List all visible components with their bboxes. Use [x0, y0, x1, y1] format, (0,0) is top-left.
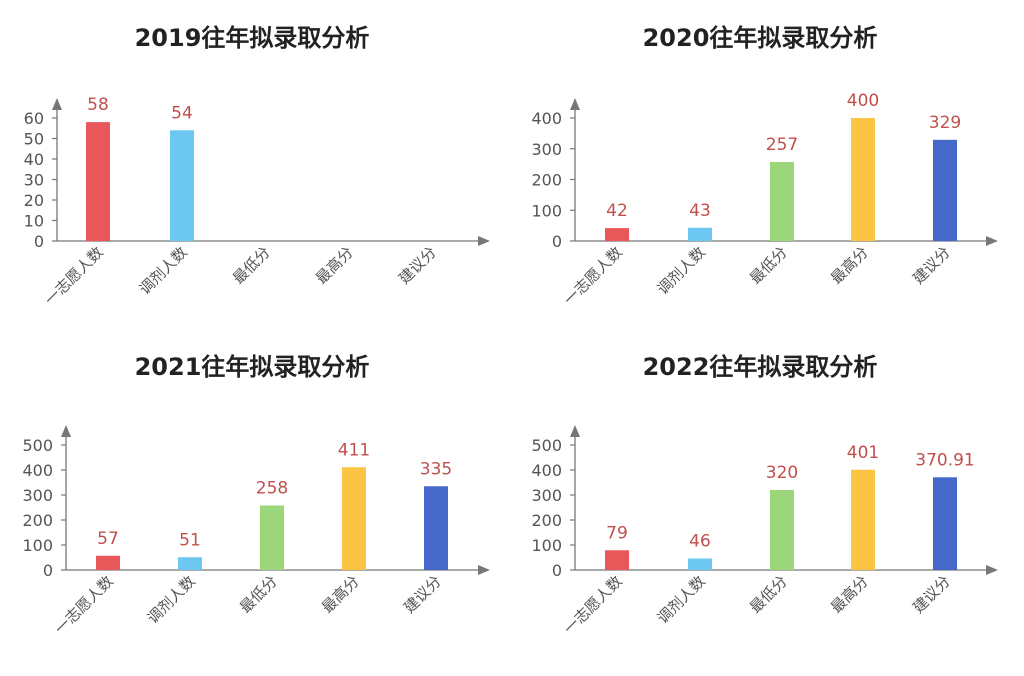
data-label: 257 [766, 135, 798, 155]
y-tick-label: 300 [22, 486, 53, 505]
category-label: 最高分 [318, 572, 363, 617]
data-label: 320 [766, 463, 798, 483]
x-axis-arrow [986, 565, 998, 575]
data-label: 401 [847, 443, 879, 463]
bar [605, 550, 629, 570]
y-tick-label: 500 [531, 436, 562, 455]
bar [178, 557, 202, 570]
category-label: 最高分 [312, 243, 357, 288]
y-tick-label: 60 [24, 109, 44, 128]
y-tick-label: 100 [22, 536, 53, 555]
category-label: 调剂人数 [654, 243, 709, 298]
bar [342, 467, 366, 570]
y-tick-label: 0 [43, 561, 53, 580]
category-label: 建议分 [909, 572, 954, 617]
bar [770, 490, 794, 570]
category-label: 调剂人数 [144, 572, 199, 627]
x-axis-arrow [478, 236, 490, 246]
category-label: 一志愿人数 [51, 572, 117, 638]
chart-title: 2020往年拟录取分析 [643, 24, 878, 52]
bar [933, 477, 957, 570]
chart-3: 2021往年拟录取分析 0 100 200 300 400 500 57 一志愿人数 51 调剂人数… [22, 353, 490, 638]
data-label: 46 [689, 532, 711, 552]
y-tick-label: 300 [531, 140, 562, 159]
data-label: 54 [171, 103, 193, 123]
chart-title: 2019往年拟录取分析 [135, 24, 370, 52]
chart-2: 2020往年拟录取分析 0 100 200 300 400 42 一志愿人数 43 调剂人数 257… [531, 24, 998, 309]
bar [260, 505, 284, 570]
data-label: 411 [338, 440, 370, 460]
y-tick-label: 400 [531, 109, 562, 128]
y-tick-label: 200 [531, 511, 562, 530]
data-label: 58 [87, 95, 109, 115]
bar [933, 139, 957, 241]
data-label: 370.91 [915, 450, 974, 470]
category-label: 最高分 [827, 243, 872, 288]
category-label: 调剂人数 [136, 243, 191, 298]
y-tick-label: 10 [24, 212, 44, 231]
y-tick-label: 300 [531, 486, 562, 505]
y-tick-label: 0 [552, 561, 562, 580]
data-label: 42 [606, 201, 628, 221]
bar [170, 130, 194, 241]
y-tick-label: 50 [24, 130, 44, 149]
bar [851, 118, 875, 241]
category-label: 一志愿人数 [560, 243, 626, 309]
category-label: 最低分 [746, 243, 791, 288]
category-label: 最低分 [236, 572, 281, 617]
y-tick-label: 200 [22, 511, 53, 530]
y-tick-label: 500 [22, 436, 53, 455]
data-label: 57 [97, 529, 119, 549]
y-tick-label: 400 [22, 461, 53, 480]
category-label: 调剂人数 [654, 572, 709, 627]
y-tick-label: 20 [24, 191, 44, 210]
category-label: 建议分 [395, 243, 440, 288]
bar [688, 558, 712, 570]
chart-title: 2021往年拟录取分析 [135, 353, 370, 381]
x-axis-arrow [986, 236, 998, 246]
y-axis-arrow [570, 425, 580, 437]
y-tick-label: 400 [531, 461, 562, 480]
bar [770, 161, 794, 241]
x-axis-arrow [478, 565, 490, 575]
category-label: 建议分 [400, 572, 445, 617]
y-tick-label: 0 [552, 232, 562, 251]
y-tick-label: 200 [531, 171, 562, 190]
category-label: 一志愿人数 [41, 243, 107, 309]
data-label: 335 [420, 459, 452, 479]
data-label: 400 [847, 91, 879, 111]
category-label: 最高分 [827, 572, 872, 617]
bar [424, 486, 448, 570]
bar [688, 227, 712, 241]
data-label: 329 [929, 113, 961, 133]
category-label: 一志愿人数 [560, 572, 626, 638]
data-label: 79 [606, 523, 628, 543]
bar [851, 469, 875, 570]
chart-title: 2022往年拟录取分析 [643, 353, 878, 381]
bar [86, 122, 110, 241]
category-label: 最低分 [746, 572, 791, 617]
data-label: 258 [256, 479, 288, 499]
y-axis-arrow [52, 98, 62, 110]
category-label: 最低分 [229, 243, 274, 288]
y-axis-arrow [61, 425, 71, 437]
y-axis-arrow [570, 98, 580, 110]
y-tick-label: 100 [531, 201, 562, 220]
bar [605, 228, 629, 241]
chart-4: 2022往年拟录取分析 0 100 200 300 400 500 79 一志愿人数 46 调剂人数… [531, 353, 998, 638]
data-label: 43 [689, 201, 711, 221]
y-tick-label: 30 [24, 171, 44, 190]
bar [96, 555, 120, 570]
y-tick-label: 0 [34, 232, 44, 251]
y-tick-label: 40 [24, 150, 44, 169]
category-label: 建议分 [909, 243, 954, 288]
data-label: 51 [179, 530, 201, 550]
y-tick-label: 100 [531, 536, 562, 555]
